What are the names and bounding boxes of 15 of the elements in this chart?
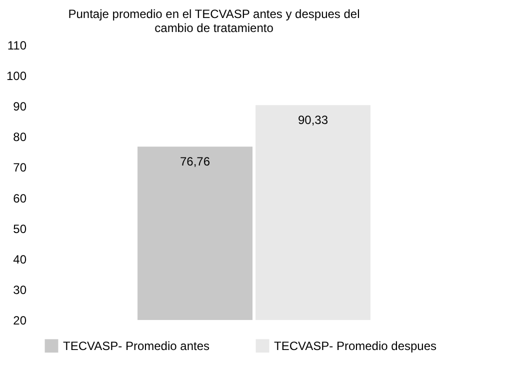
y-tick-label: 40 [13, 252, 27, 266]
y-tick-label: 70 [13, 160, 27, 175]
y-tick-label: 80 [13, 130, 27, 144]
y-tick-label: 50 [13, 222, 27, 236]
legend-label: TECVASP- Promedio antes [63, 338, 210, 353]
y-tick-label: 110 [7, 38, 27, 52]
chart-title: Puntaje promedio en el TECVASP antes y despues del cambio de tratamiento [68, 7, 360, 35]
legend-label: TECVASP- Promedio despues [274, 338, 437, 353]
y-tick-label: 60 [13, 191, 27, 206]
data-label: 76,76 [180, 154, 210, 169]
y-tick-label: 20 [13, 314, 27, 328]
y-tick-label: 30 [13, 282, 27, 297]
y-tick-label: 90 [13, 100, 27, 114]
y-tick-label: 100 [6, 69, 27, 84]
data-label: 90,33 [298, 113, 328, 128]
